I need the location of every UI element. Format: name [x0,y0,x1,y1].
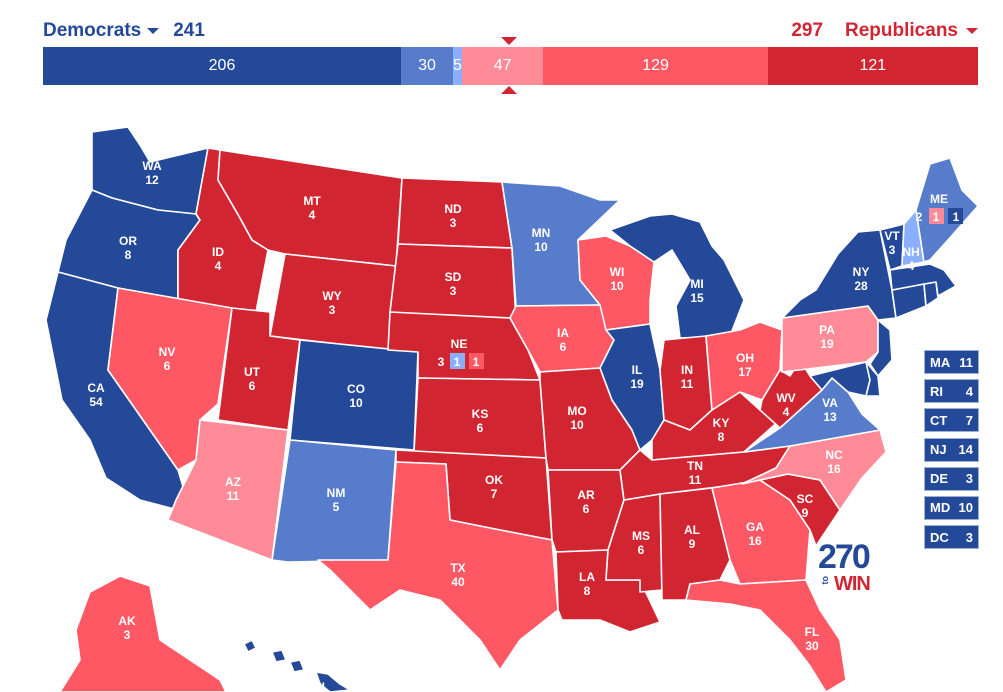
ne-district-box-2[interactable] [469,353,484,369]
me-district-box-2[interactable] [948,208,963,224]
republicans-total: 297 [791,20,824,41]
bar-segment-4: 129 [543,47,768,85]
state-CO[interactable] [289,339,419,451]
small-state-ev: 10 [958,500,973,516]
small-state-abbr: DC [930,529,949,545]
chevron-down-icon [147,27,160,34]
me-district-box-1[interactable] [929,208,944,224]
democrats-total: 241 [173,20,205,41]
270-marker-bottom-icon [501,86,517,94]
republicans-dropdown[interactable]: 297 Republicans [791,20,978,42]
small-state-box-MA[interactable]: MA 11 [924,350,979,374]
logo-number: 270 [818,538,871,576]
state-ND[interactable] [397,177,513,249]
state-MA[interactable] [889,263,957,297]
small-state-ev: 11 [959,354,973,370]
state-SD[interactable] [389,243,517,323]
state-AK[interactable] [59,575,227,692]
270-marker-top-icon [501,37,517,45]
state-WY[interactable] [269,253,397,351]
state-ME[interactable] [915,157,979,263]
democrats-label: Democrats [43,20,142,41]
small-state-ev: 14 [958,442,973,458]
small-state-box-NJ[interactable]: NJ 14 [924,437,979,462]
chevron-down-icon [966,27,978,34]
small-state-ev: 7 [965,412,973,428]
small-state-box-RI[interactable]: RI 4 [924,379,979,404]
small-state-abbr: NJ [930,442,947,458]
state-IN[interactable] [659,335,713,431]
state-HI[interactable] [243,639,351,692]
270towin-logo: 270 to WIN [818,540,880,596]
small-state-list: MA 11 RI 4 CT 7 NJ 14 DE 3 MD 10 DC 3 [924,350,979,554]
bar-segment-3: 47 [461,47,544,85]
small-state-abbr: MD [930,500,951,516]
bar-segment-1: 30 [401,47,454,85]
small-state-ev: 3 [965,529,973,545]
small-state-abbr: RI [930,383,943,399]
logo-to: to [820,576,830,585]
state-AZ[interactable] [167,419,289,561]
bar-segment-0: 206 [43,47,401,85]
ne-district-box-1[interactable] [450,353,465,369]
state-DE[interactable] [865,361,881,397]
democrats-dropdown[interactable]: Democrats 241 [43,20,205,42]
small-state-abbr: CT [930,412,948,428]
bar-segment-2: 5 [453,47,462,85]
electoral-vote-bar: 206 30 5 47 129 121 [43,47,978,85]
small-state-abbr: MA [930,354,951,370]
state-NY[interactable] [781,229,897,321]
us-map: WA12OR8CA54ID4NV6MT4WY3UT6AZ11CO10NM5ND3… [45,126,979,692]
small-state-ev: 4 [965,383,973,399]
state-TX[interactable] [317,461,559,671]
logo-win: WIN [834,573,871,595]
bar-segment-5: 121 [767,47,978,85]
small-state-box-MD[interactable]: MD 10 [924,495,979,520]
state-NC[interactable] [741,429,887,511]
state-NM[interactable] [271,439,397,563]
state-FL[interactable] [685,579,847,692]
small-state-ev: 3 [965,471,973,487]
small-state-box-CT[interactable]: CT 7 [924,408,979,433]
state-WI[interactable] [577,235,655,331]
small-state-box-DC[interactable]: DC 3 [924,525,979,550]
small-state-box-DE[interactable]: DE 3 [924,466,979,491]
small-state-abbr: DE [930,471,949,487]
republicans-label: Republicans [845,20,958,41]
state-KS[interactable] [413,377,547,459]
